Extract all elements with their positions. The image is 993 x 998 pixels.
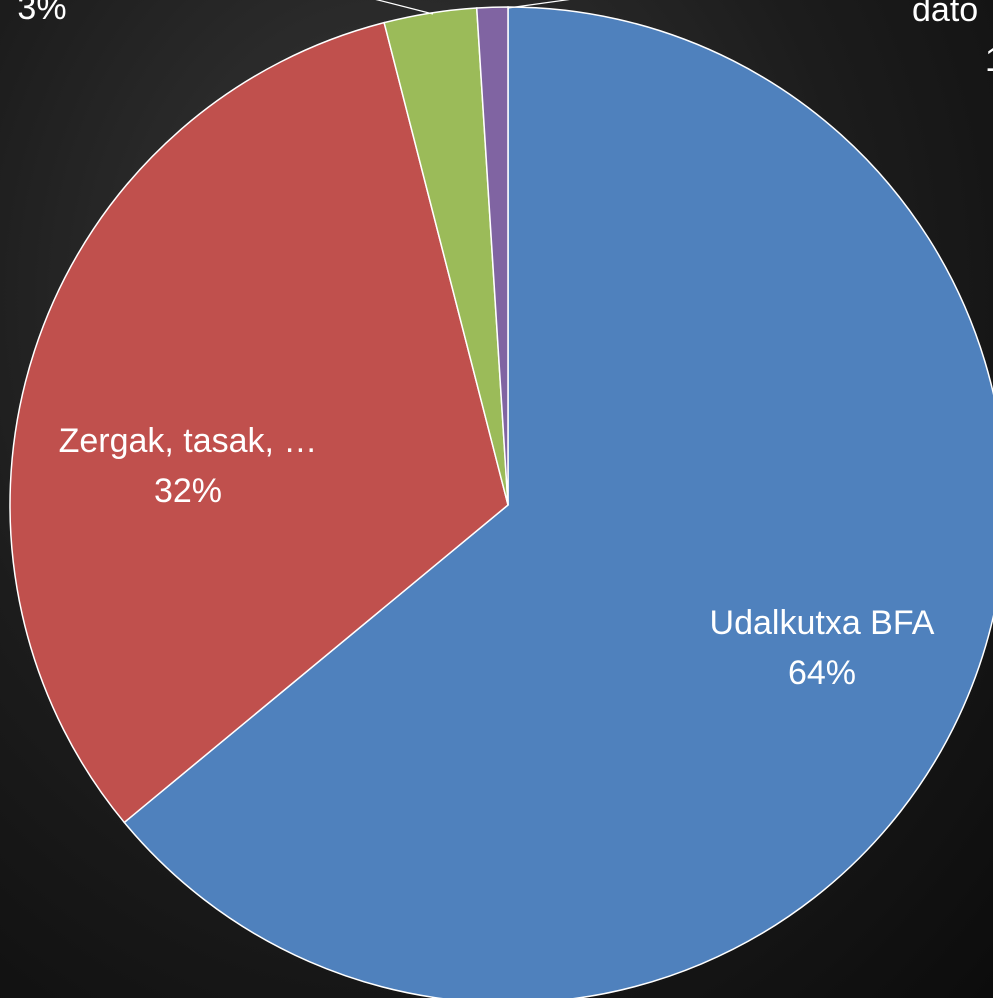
value-label: 32% — [154, 472, 222, 510]
chart: Udalkutxa BFA 64% Zergak, tasak, … 32% 3% dat… — [0, 0, 993, 998]
slice-label: Udalkutxa BFA — [710, 604, 935, 642]
leader-line — [370, 0, 433, 14]
slice-label: Zergak, tasak, … — [59, 422, 318, 460]
page: {"chart_data": {"type": "pie", "categori… — [0, 0, 993, 998]
value-label: 1% — [985, 41, 993, 79]
slice-label: dato — [912, 0, 978, 29]
value-label: 3% — [17, 0, 66, 27]
leader-line — [508, 0, 580, 8]
value-label: 64% — [788, 654, 856, 692]
